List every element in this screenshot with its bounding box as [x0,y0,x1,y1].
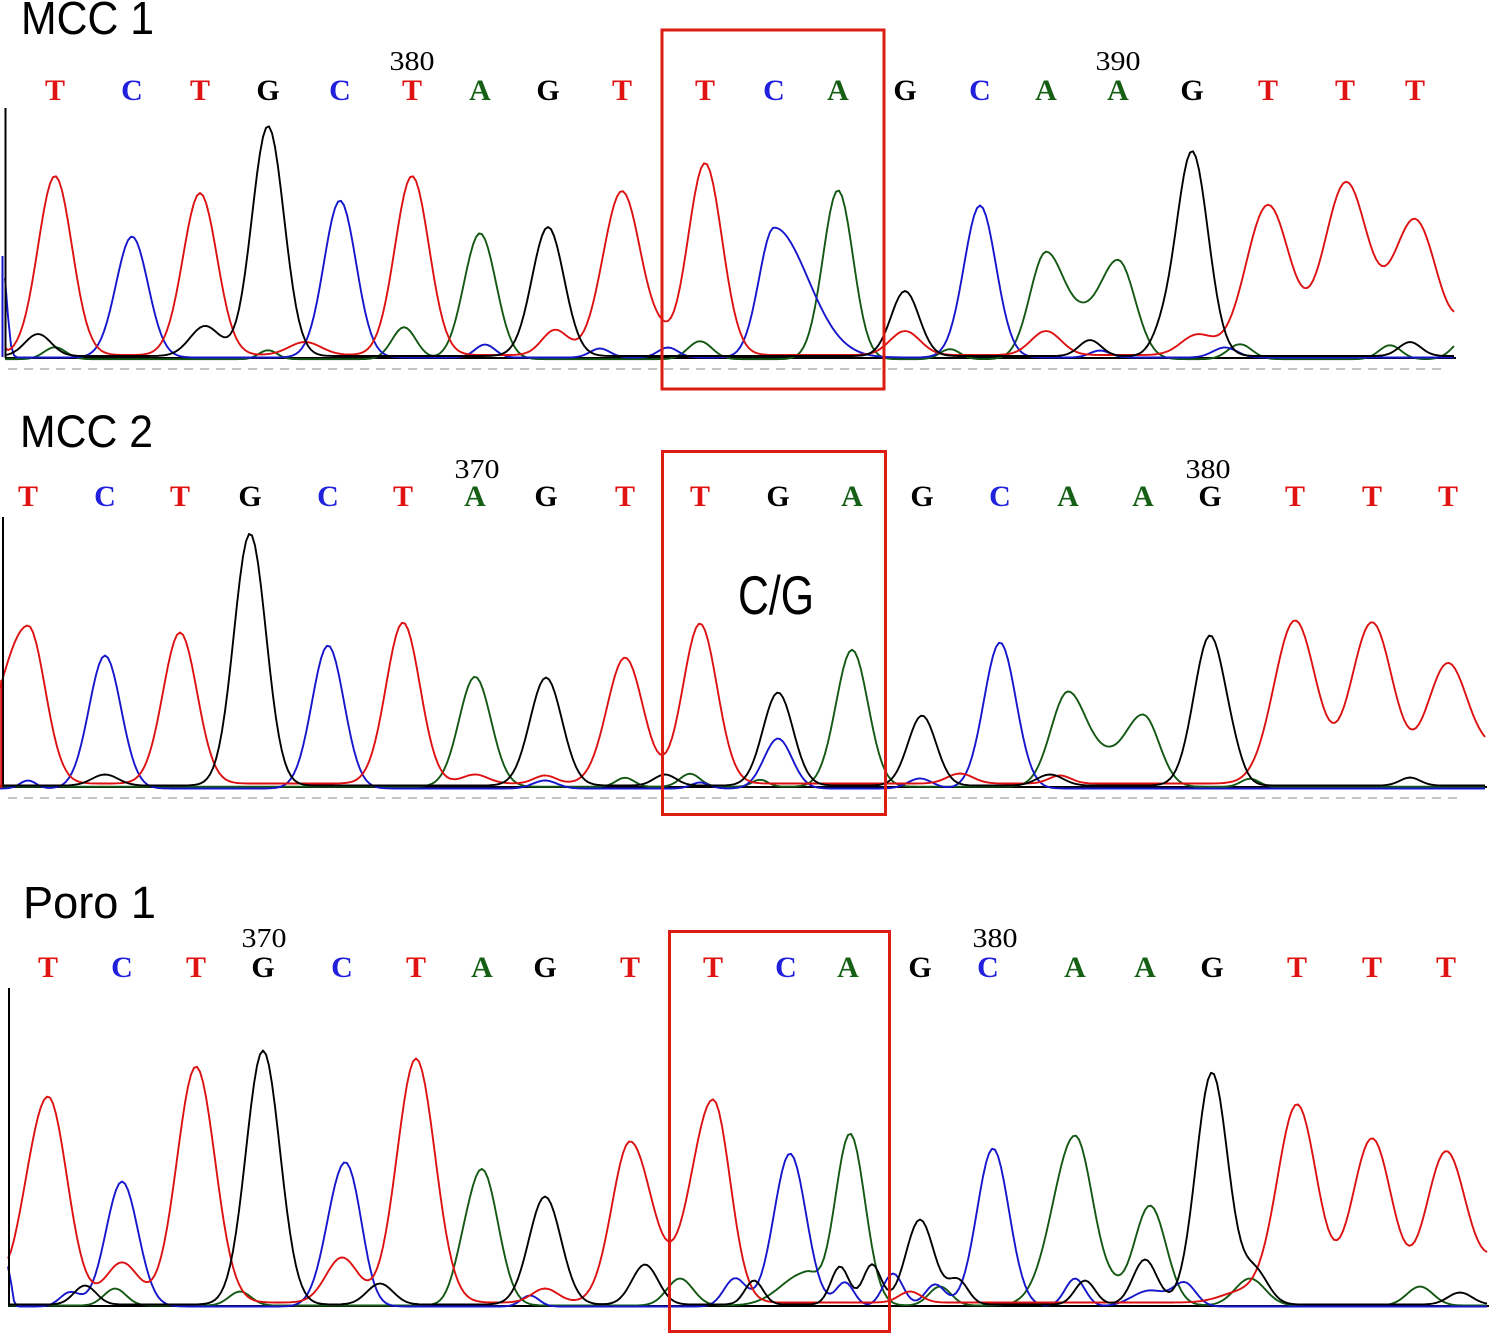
svg-text:C: C [775,951,797,984]
svg-text:T: T [1438,480,1458,513]
svg-text:T: T [690,480,710,513]
svg-text:T: T [1285,480,1305,513]
svg-text:C: C [317,480,339,513]
svg-text:G: G [766,480,789,513]
svg-text:T: T [402,74,422,107]
svg-text:T: T [393,480,413,513]
svg-text:T: T [406,951,426,984]
svg-text:A: A [1064,951,1086,984]
svg-text:A: A [841,480,863,513]
svg-text:A: A [471,951,493,984]
svg-text:T: T [1405,74,1425,107]
svg-text:G: G [1200,951,1223,984]
svg-text:370: 370 [242,923,287,953]
svg-text:A: A [1132,480,1154,513]
svg-text:390: 390 [1096,46,1141,76]
svg-text:T: T [1362,951,1382,984]
svg-text:G: G [534,480,557,513]
svg-text:T: T [1436,951,1456,984]
svg-text:A: A [469,74,491,107]
svg-text:T: T [170,480,190,513]
svg-text:C: C [331,951,353,984]
svg-text:MCC 1: MCC 1 [21,0,154,44]
svg-text:A: A [1035,74,1057,107]
svg-text:C: C [977,951,999,984]
svg-text:T: T [38,951,58,984]
svg-text:G: G [238,480,261,513]
svg-text:G: G [893,74,916,107]
svg-text:380: 380 [390,46,435,76]
svg-text:T: T [695,74,715,107]
svg-text:A: A [1057,480,1079,513]
svg-text:C: C [763,74,785,107]
svg-text:A: A [1107,74,1129,107]
svg-text:T: T [1335,74,1355,107]
svg-text:G: G [908,951,931,984]
svg-text:C: C [969,74,991,107]
svg-text:T: T [703,951,723,984]
svg-text:T: T [612,74,632,107]
svg-text:MCC 2: MCC 2 [20,406,153,457]
svg-text:C: C [989,480,1011,513]
svg-text:T: T [186,951,206,984]
svg-text:G: G [1180,74,1203,107]
svg-text:T: T [1258,74,1278,107]
svg-text:A: A [464,480,486,513]
svg-text:A: A [1134,951,1156,984]
svg-text:C: C [94,480,116,513]
svg-text:T: T [620,951,640,984]
svg-text:380: 380 [973,923,1018,953]
svg-text:T: T [190,74,210,107]
svg-text:370: 370 [455,454,500,484]
svg-text:T: T [615,480,635,513]
svg-text:G: G [910,480,933,513]
svg-text:G: G [251,951,274,984]
svg-text:C: C [111,951,133,984]
svg-text:G: G [533,951,556,984]
svg-text:A: A [827,74,849,107]
svg-text:Poro 1: Poro 1 [23,877,156,928]
svg-text:380: 380 [1186,454,1231,484]
svg-text:G: G [536,74,559,107]
svg-text:A: A [837,951,859,984]
svg-text:C/G: C/G [738,564,814,626]
svg-text:G: G [1198,480,1221,513]
svg-text:T: T [45,74,65,107]
svg-text:T: T [1362,480,1382,513]
svg-text:T: T [1287,951,1307,984]
svg-text:T: T [18,480,38,513]
svg-text:C: C [121,74,143,107]
svg-text:G: G [256,74,279,107]
svg-text:C: C [329,74,351,107]
